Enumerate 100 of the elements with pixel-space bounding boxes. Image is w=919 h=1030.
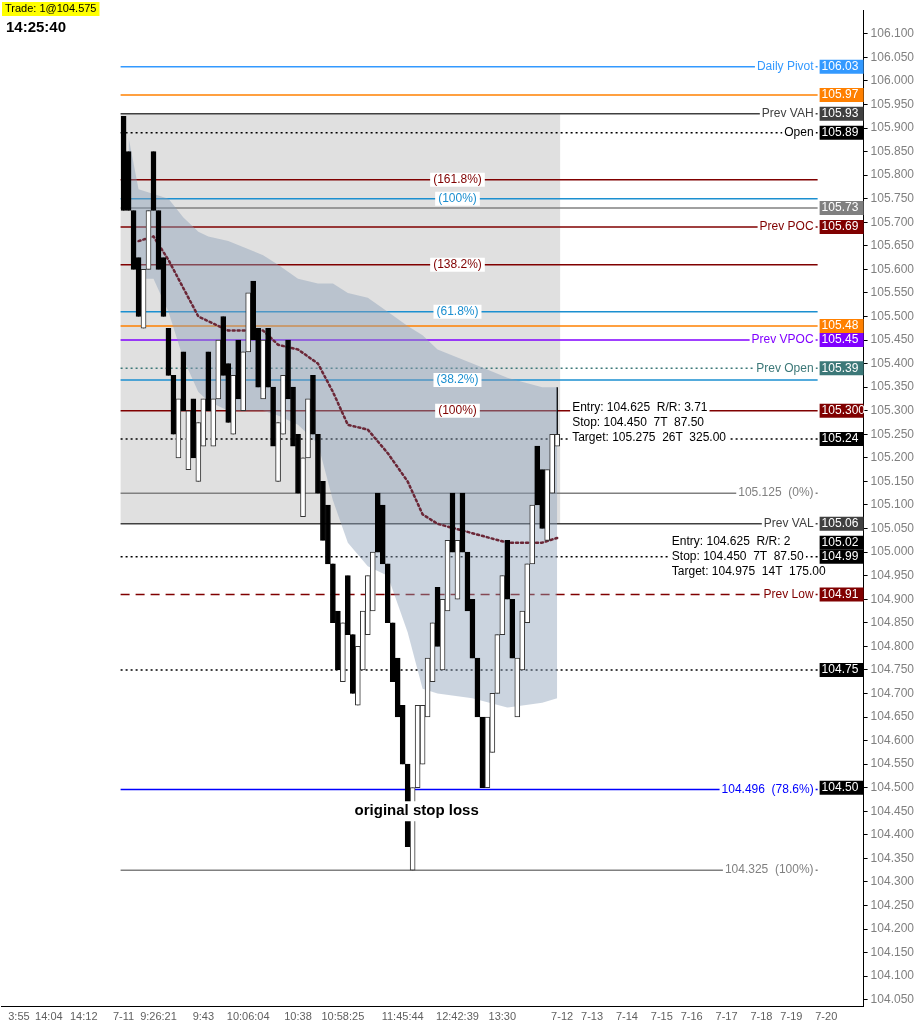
y-tick-label: 106.100 bbox=[870, 26, 915, 41]
annotation: 105.48 bbox=[821, 318, 859, 333]
y-tick-label: 105.650 bbox=[870, 238, 915, 253]
annotation: 105.69 bbox=[821, 219, 859, 234]
y-tick-label: 105.100 bbox=[870, 497, 915, 512]
y-tick-label: 104.300 bbox=[870, 874, 915, 889]
y-tick-label: 104.650 bbox=[870, 709, 915, 724]
y-tick-label: 104.400 bbox=[870, 827, 915, 842]
x-tick-label: 13:30 bbox=[488, 1010, 517, 1023]
annotation: 105.97 bbox=[821, 87, 859, 102]
y-tick-label: 105.000 bbox=[870, 544, 915, 559]
y-tick-label: 106.050 bbox=[870, 49, 915, 64]
y-tick-label: 104.500 bbox=[870, 780, 915, 794]
ref-line-label: Prev Low bbox=[763, 586, 814, 601]
x-tick-label: 7-11 bbox=[113, 1010, 135, 1023]
annotation: (100%) bbox=[438, 190, 477, 205]
ref-line-label: Open bbox=[784, 125, 814, 140]
annotation: 105.93 bbox=[821, 106, 859, 121]
x-tick-label: 14:04 bbox=[35, 1010, 63, 1023]
y-tick-label: 105.800 bbox=[870, 167, 915, 182]
y-tick-label: 104.350 bbox=[870, 850, 915, 865]
ref-line-label: Prev VPOC bbox=[751, 332, 814, 347]
annotation: 105.300 bbox=[821, 403, 866, 418]
y-tick-label: 105.150 bbox=[870, 473, 915, 488]
y-tick-label: 104.750 bbox=[870, 662, 915, 677]
y-tick-label: 105.700 bbox=[870, 214, 915, 229]
y-tick-label: 105.350 bbox=[870, 379, 915, 394]
x-tick-label: 11:45:44 bbox=[381, 1010, 424, 1023]
ref-line-label: 104.496 (78.6%) bbox=[721, 781, 814, 796]
annotation: 105.02 bbox=[821, 534, 859, 549]
x-tick-label: 7-16 bbox=[680, 1010, 703, 1023]
x-tick-label: 14:12 bbox=[69, 1010, 98, 1023]
y-tick-label: 105.400 bbox=[870, 355, 915, 370]
y-tick-label: 104.050 bbox=[870, 992, 915, 1007]
x-tick-label: 7-13 bbox=[581, 1010, 604, 1023]
y-tick-label: 105.850 bbox=[870, 143, 915, 158]
x-tick-label: 3:55 bbox=[8, 1010, 30, 1023]
x-tick-label: 7-20 bbox=[815, 1010, 838, 1023]
annotation: (161.8%) bbox=[433, 172, 482, 187]
annotation: Entry: 104.625 R/R: 3.71 Stop: 104.450 7T 87.50 Target: 105.275 26T 325.00 bbox=[572, 399, 727, 444]
annotation: original stop loss bbox=[354, 801, 479, 819]
ref-line-label: Prev Open bbox=[756, 360, 814, 375]
y-tick-label: 104.700 bbox=[870, 685, 915, 700]
annotation: 105.73 bbox=[821, 200, 859, 215]
x-tick-label: 9:43 bbox=[192, 1010, 215, 1023]
y-tick-label: 105.950 bbox=[870, 96, 915, 111]
y-tick-label: 104.250 bbox=[870, 897, 915, 912]
x-tick-label: 7-17 bbox=[715, 1010, 738, 1023]
y-tick-label: 104.900 bbox=[870, 591, 915, 606]
ref-line-label: Prev VAL bbox=[763, 516, 814, 531]
y-tick-label: 104.100 bbox=[870, 968, 915, 983]
y-tick-label: 104.600 bbox=[870, 732, 915, 747]
annotation: (138.2%) bbox=[433, 256, 482, 271]
y-tick-label: 105.550 bbox=[870, 285, 915, 300]
x-tick-label: 10:06:04 bbox=[226, 1010, 270, 1023]
annotation: 14:25:40 bbox=[6, 17, 67, 35]
y-tick-label: 105.300 bbox=[870, 403, 915, 418]
annotation: 104.99 bbox=[821, 549, 859, 564]
y-tick-label: 104.200 bbox=[870, 921, 915, 936]
annotation: 105.89 bbox=[821, 125, 859, 140]
annotation: 105.39 bbox=[821, 360, 859, 375]
annotation: 105.45 bbox=[821, 332, 859, 347]
x-tick-label: 9:26:21 bbox=[140, 1010, 177, 1023]
ref-line-label: Prev VAH bbox=[761, 106, 814, 121]
x-tick-label: 12:42:39 bbox=[436, 1010, 479, 1023]
y-tick-label: 104.800 bbox=[870, 638, 915, 653]
ref-line-label: Daily Pivot bbox=[756, 59, 815, 74]
ref-line-label: 104.325 (100%) bbox=[724, 862, 814, 877]
y-tick-label: 105.500 bbox=[870, 308, 915, 323]
y-tick-label: 105.200 bbox=[870, 450, 915, 465]
y-tick-label: 104.950 bbox=[870, 567, 915, 582]
annotation: (38.2%) bbox=[436, 372, 479, 387]
x-tick-label: 7-19 bbox=[780, 1010, 803, 1023]
y-tick-label: 105.450 bbox=[870, 332, 915, 347]
y-tick-label: 105.250 bbox=[870, 426, 915, 441]
x-tick-label: 10:58:25 bbox=[321, 1010, 365, 1023]
ref-line-label: Prev POC bbox=[759, 219, 814, 234]
annotation: 106.03 bbox=[821, 59, 859, 74]
y-tick-label: 104.550 bbox=[870, 756, 915, 771]
ref-line-label: 105.125 (0%) bbox=[738, 485, 814, 500]
x-tick-label: 7-15 bbox=[650, 1010, 673, 1023]
y-tick-label: 104.850 bbox=[870, 615, 915, 630]
annotation: 104.91 bbox=[821, 586, 859, 601]
y-tick-label: 104.150 bbox=[870, 944, 915, 959]
x-tick-label: 10:38 bbox=[284, 1010, 312, 1023]
annotation: (61.8%) bbox=[436, 304, 479, 319]
y-tick-label: 105.900 bbox=[870, 120, 915, 135]
annotation: 104.75 bbox=[821, 662, 859, 677]
annotation: 105.06 bbox=[821, 516, 859, 531]
annotation: 104.50 bbox=[821, 780, 859, 794]
x-tick-label: 7-18 bbox=[750, 1010, 773, 1023]
y-tick-label: 106.000 bbox=[870, 73, 915, 88]
annotation: 105.24 bbox=[821, 431, 859, 446]
x-tick-label: 7-14 bbox=[615, 1010, 638, 1023]
y-tick-label: 105.750 bbox=[870, 190, 915, 205]
annotation: Trade: 1@104.575 bbox=[5, 1, 97, 14]
x-tick-label: 7-12 bbox=[551, 1010, 574, 1023]
y-tick-label: 104.450 bbox=[870, 803, 915, 818]
y-tick-label: 105.050 bbox=[870, 520, 915, 535]
y-tick-label: 105.600 bbox=[870, 261, 915, 276]
